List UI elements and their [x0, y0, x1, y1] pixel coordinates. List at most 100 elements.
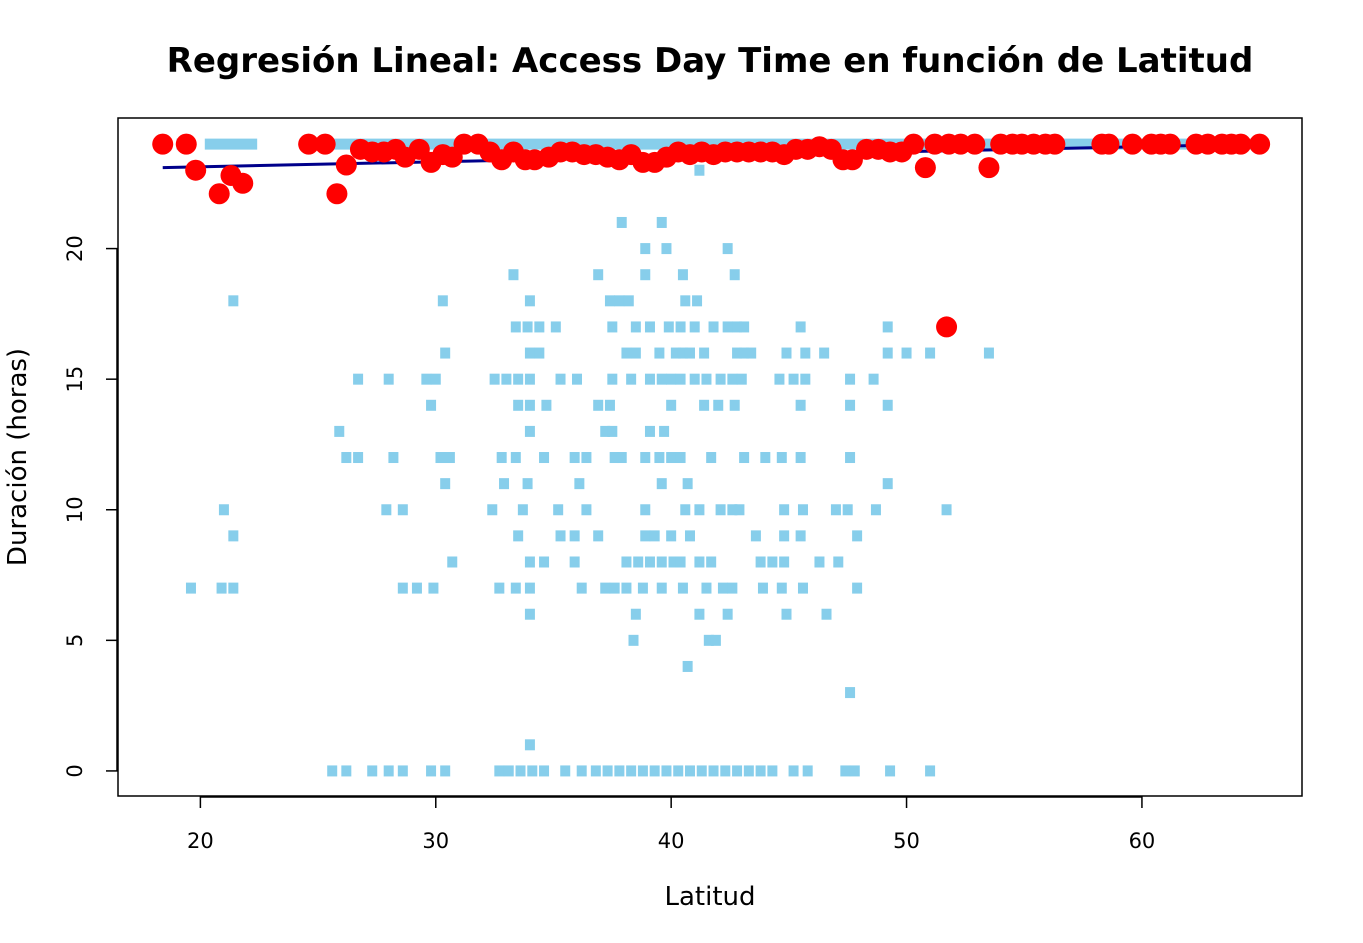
observed-point [494, 765, 505, 777]
observed-point [640, 243, 651, 255]
observed-point [870, 504, 881, 516]
observed-point [590, 765, 601, 777]
observed-point [341, 765, 352, 777]
observed-point [593, 399, 604, 411]
observed-point [327, 765, 338, 777]
observed-point [684, 347, 695, 359]
observed-point [626, 765, 637, 777]
predicted-point [232, 172, 254, 194]
observed-point [607, 425, 618, 437]
observed-point [680, 295, 691, 307]
observed-point [513, 373, 524, 385]
observed-point [767, 765, 778, 777]
observed-point [715, 504, 726, 516]
observed-point [797, 504, 808, 516]
observed-point [680, 504, 691, 516]
observed-point [666, 530, 677, 542]
predicted-points [152, 133, 1271, 338]
observed-point [539, 765, 550, 777]
observed-point [852, 582, 863, 594]
observed-point [781, 347, 792, 359]
observed-point [757, 582, 768, 594]
observed-point [534, 347, 545, 359]
observed-point [656, 556, 667, 568]
observed-point [341, 452, 352, 464]
observed-point [842, 504, 853, 516]
plot-frame [117, 117, 1303, 797]
observed-point [444, 452, 455, 464]
predicted-point [314, 133, 336, 155]
observed-point [755, 765, 766, 777]
observed-point [882, 478, 893, 490]
observed-point [708, 765, 719, 777]
observed-point [649, 765, 660, 777]
observed-point [623, 295, 634, 307]
observed-point [607, 373, 618, 385]
observed-point [739, 347, 750, 359]
observed-point [694, 164, 705, 176]
observed-point [732, 765, 743, 777]
observed-point [522, 478, 533, 490]
predicted-point [175, 133, 197, 155]
observed-point [677, 269, 688, 281]
observed-point [840, 765, 851, 777]
y-tick-label: 10 [63, 496, 87, 523]
observed-point [675, 321, 686, 333]
observed-point [684, 530, 695, 542]
observed-point [381, 504, 392, 516]
predicted-point [1044, 133, 1066, 155]
observed-point [447, 556, 458, 568]
observed-point [694, 504, 705, 516]
observed-point [522, 321, 533, 333]
observed-point [882, 321, 893, 333]
y-tick-label: 20 [63, 235, 87, 262]
observed-point [550, 321, 561, 333]
observed-point [663, 321, 674, 333]
observed-point [814, 556, 825, 568]
observed-point [353, 373, 364, 385]
predicted-point [903, 133, 925, 155]
y-axis: 0 5 10 15 20 [63, 235, 118, 778]
observed-point [630, 608, 641, 620]
observed-point [524, 425, 535, 437]
observed-point [755, 556, 766, 568]
observed-point [421, 373, 432, 385]
predicted-point [326, 183, 348, 205]
observed-point [607, 321, 618, 333]
observed-point [845, 399, 856, 411]
observed-point [572, 373, 583, 385]
observed-point [699, 399, 710, 411]
observed-point [397, 582, 408, 594]
observed-point [569, 452, 580, 464]
observed-point [569, 556, 580, 568]
observed-point [560, 765, 571, 777]
observed-point [739, 452, 750, 464]
observed-point [397, 765, 408, 777]
observed-point [593, 269, 604, 281]
observed-point [706, 452, 717, 464]
observed-point [600, 582, 611, 594]
observed-point [941, 504, 952, 516]
observed-point [743, 765, 754, 777]
observed-point [604, 295, 615, 307]
observed-point [677, 582, 688, 594]
observed-point [517, 504, 528, 516]
observed-point [868, 373, 879, 385]
observed-point [852, 530, 863, 542]
observed-point [524, 373, 535, 385]
observed-point [604, 399, 615, 411]
observed-point [675, 373, 686, 385]
chart-title: Regresión Lineal: Access Day Time en fun… [167, 41, 1254, 81]
predicted-point [335, 154, 357, 176]
observed-point [621, 582, 632, 594]
observed-point [694, 556, 705, 568]
observed-point [228, 295, 239, 307]
observed-point [637, 582, 648, 594]
observed-point [845, 687, 856, 699]
x-tick-label: 50 [893, 829, 920, 853]
x-tick-label: 60 [1129, 829, 1156, 853]
observed-point [555, 530, 566, 542]
predicted-point [914, 157, 936, 179]
observed-point [388, 452, 399, 464]
observed-point [779, 556, 790, 568]
